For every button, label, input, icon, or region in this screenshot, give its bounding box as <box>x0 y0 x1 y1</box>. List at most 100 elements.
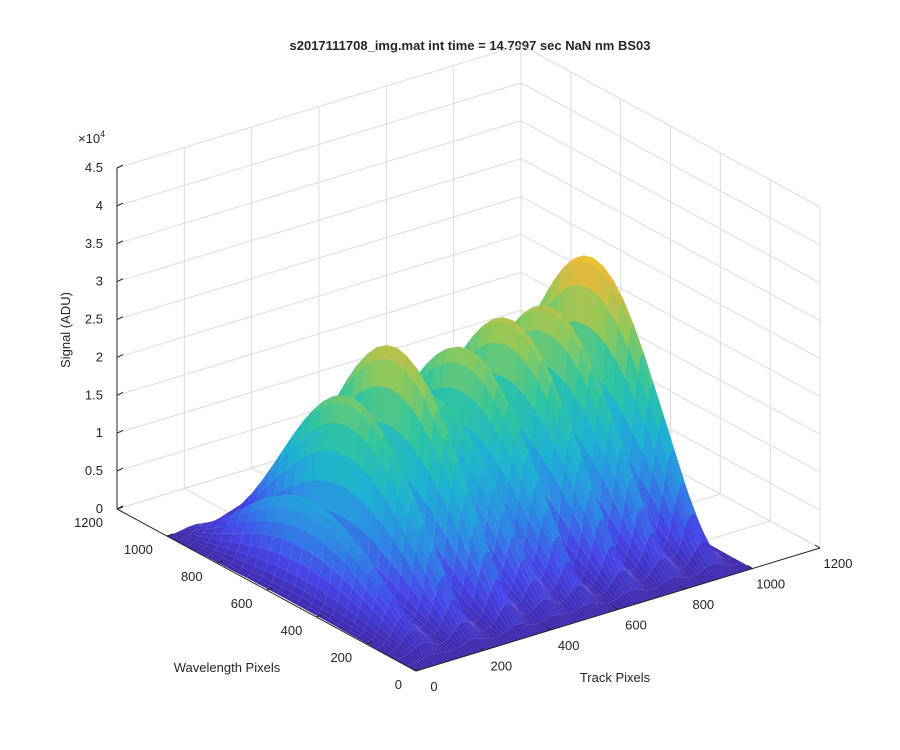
surface-patch <box>406 355 420 372</box>
surface-patch <box>546 617 559 629</box>
surface-patch <box>428 442 442 491</box>
surface-patch <box>599 478 613 516</box>
grid-line <box>116 120 522 245</box>
surface-patch <box>660 557 673 579</box>
surface-patch <box>633 577 646 591</box>
surface-patch <box>515 500 529 536</box>
surface-patch <box>653 382 666 423</box>
y-tick <box>366 641 373 645</box>
surface-patch <box>523 535 536 561</box>
grid-line <box>520 82 821 246</box>
surface-patch <box>541 598 555 617</box>
surface-patch <box>628 328 641 374</box>
surface-patch <box>478 638 492 649</box>
surface-patch <box>535 540 549 569</box>
surface-patch <box>406 664 419 671</box>
surface-patch <box>524 624 538 635</box>
surface-patch <box>543 619 557 630</box>
surface-patch <box>305 516 318 538</box>
surface-patch <box>545 333 558 372</box>
surface-patch <box>531 579 545 601</box>
z-tick <box>116 240 124 245</box>
surface-patch <box>585 586 599 596</box>
surface-patch <box>603 590 617 602</box>
surface-patch <box>493 537 507 567</box>
surface-patch <box>204 542 218 550</box>
z-tick-label: 4 <box>96 198 103 213</box>
surface-patch <box>457 646 470 656</box>
surface-patch <box>655 432 668 478</box>
surface-patch <box>212 550 225 558</box>
surface-patch <box>459 645 473 655</box>
surface-patch <box>441 403 455 421</box>
surface-patch <box>472 622 485 631</box>
surface-patch <box>240 533 253 546</box>
z-tick <box>116 467 124 472</box>
surface-patch <box>682 528 695 556</box>
surface-patch <box>364 347 377 367</box>
surface-patch <box>653 587 667 596</box>
surface-patch <box>441 642 455 651</box>
surface-patch <box>440 575 454 602</box>
surface-patch <box>351 398 364 414</box>
surface-patch <box>621 559 634 572</box>
surface-patch <box>238 493 252 507</box>
surface-patch <box>583 568 597 585</box>
surface-patch <box>372 484 386 526</box>
surface-patch <box>488 588 502 615</box>
surface-patch <box>737 563 750 571</box>
y-tick-label: 600 <box>231 596 253 611</box>
surface-patch <box>415 539 429 575</box>
surface-patch <box>587 371 601 411</box>
surface-patch <box>202 546 215 554</box>
surface-patch <box>579 460 593 492</box>
surface-patch <box>311 596 325 609</box>
surface-patch <box>602 343 616 398</box>
surface-patch <box>546 598 560 615</box>
surface-patch <box>490 623 503 636</box>
surface-patch <box>288 426 302 452</box>
surface-patch <box>410 571 423 600</box>
surface-patch <box>434 348 447 368</box>
surface-patch <box>268 452 282 476</box>
surface-patch <box>667 452 681 493</box>
surface-patch <box>599 518 613 548</box>
surface-patch <box>362 472 376 513</box>
surface-patch <box>337 590 350 609</box>
surface-patch <box>277 554 290 571</box>
surface-patch <box>501 419 514 460</box>
surface-patch <box>592 433 605 479</box>
surface-patch <box>558 264 571 294</box>
surface-patch <box>531 409 545 457</box>
surface-patch <box>528 612 541 624</box>
surface-patch <box>370 513 383 550</box>
surface-patch <box>359 598 373 618</box>
surface-patch <box>639 553 652 575</box>
surface-patch <box>610 601 624 609</box>
surface-patch <box>576 584 590 604</box>
surface-patch <box>529 624 543 634</box>
surface-patch <box>683 577 697 587</box>
surface-patch <box>634 514 648 547</box>
surface-patch <box>291 585 305 598</box>
surface-patch <box>417 599 430 621</box>
surface-patch <box>414 368 427 399</box>
surface-patch <box>478 564 492 597</box>
surface-patch <box>401 369 415 409</box>
surface-patch <box>484 342 498 374</box>
x-axis-label: Track Pixels <box>580 670 651 685</box>
surface-patch <box>200 532 213 539</box>
surface-patch <box>626 590 640 604</box>
surface-patch <box>260 534 273 551</box>
surface-patch <box>589 602 602 616</box>
surface-patch <box>412 648 425 660</box>
surface-patch <box>192 541 205 549</box>
surface-patch <box>384 639 397 650</box>
surface-patch <box>323 450 336 483</box>
surface-patch <box>538 527 552 560</box>
surface-patch <box>382 499 396 540</box>
surface-patch <box>367 570 381 592</box>
surface-patch <box>549 379 563 408</box>
surface-patch <box>469 451 482 485</box>
surface-patch <box>642 425 656 474</box>
